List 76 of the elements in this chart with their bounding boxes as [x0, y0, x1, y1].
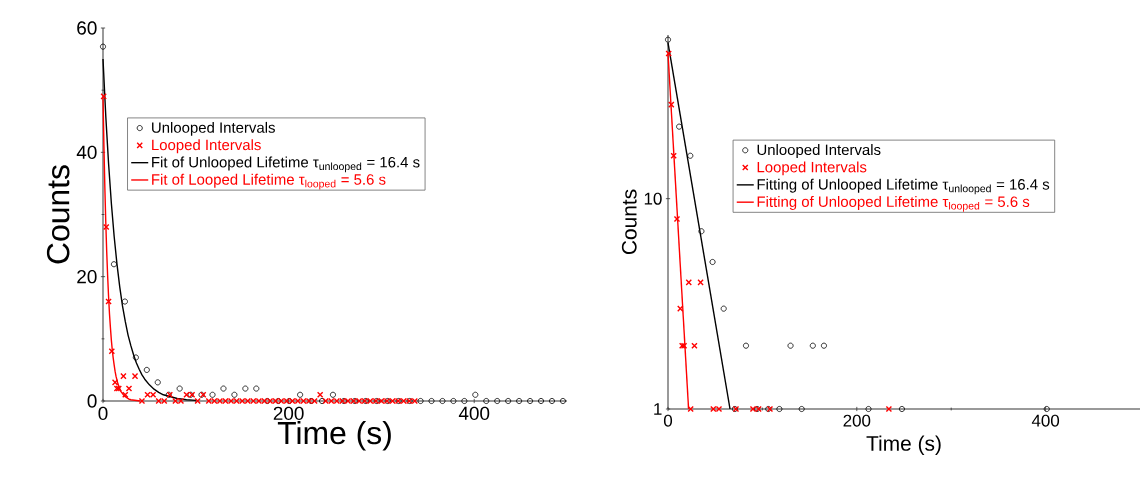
legend-label: Fitting of Unlooped Lifetime τ$_{unlooped}$ = 16.4 s	[757, 178, 1050, 195]
point	[143, 366, 150, 373]
point	[1043, 406, 1050, 412]
point	[450, 398, 457, 404]
point	[132, 354, 139, 361]
point	[319, 398, 325, 404]
x-axis-title: Time (s)	[277, 420, 391, 451]
x-tick-label: 200	[843, 414, 871, 427]
point	[809, 342, 816, 349]
point	[798, 406, 805, 412]
y-tick-label: 0	[87, 394, 97, 408]
point	[559, 398, 566, 404]
point	[428, 398, 435, 404]
legend-label: Looped Intervals	[757, 161, 867, 176]
point	[417, 398, 424, 404]
point	[121, 298, 128, 305]
point	[668, 101, 675, 108]
point	[494, 398, 501, 404]
legend-label: Unlooped Intervals	[152, 121, 275, 136]
point	[176, 385, 183, 392]
point	[527, 398, 534, 404]
point	[665, 36, 671, 43]
point	[231, 391, 238, 398]
point	[673, 215, 681, 223]
point	[820, 342, 827, 349]
x-axis-title: Time (s)	[866, 435, 941, 455]
legend-label: Fit of Looped Lifetime τ$_{looped}$ = 5.6 s	[152, 173, 386, 190]
legend-label: Unlooped Intervals	[757, 144, 881, 159]
y-tick-label: 1	[654, 403, 662, 415]
point	[516, 398, 523, 404]
point	[110, 261, 117, 268]
x-tick-label: 400	[1031, 414, 1060, 427]
point	[439, 398, 446, 404]
y-tick-label: 10	[644, 192, 662, 205]
point	[209, 391, 216, 398]
legend-label: Fitting of Unlooped Lifetime τ$_{looped}$ = 5.6 s	[757, 196, 1030, 212]
point	[685, 279, 693, 286]
point	[691, 342, 698, 349]
y-axis-title: Counts	[46, 165, 70, 264]
x-tick-label: 0	[98, 406, 108, 421]
point	[538, 398, 545, 404]
point	[253, 385, 260, 392]
y-tick-label: 40	[76, 145, 97, 160]
y-tick-label: 20	[77, 269, 97, 284]
point	[865, 406, 872, 412]
point	[461, 398, 468, 404]
point	[787, 342, 794, 349]
x-tick-label: 200	[273, 406, 304, 421]
point	[776, 406, 783, 412]
point	[242, 385, 249, 392]
point	[548, 398, 555, 404]
point	[698, 228, 705, 235]
legend-label: Fit of Unlooped Lifetime τ$_{unlooped}$ = 16.4 s	[152, 156, 420, 173]
point	[742, 342, 749, 349]
y-tick-label: 60	[77, 21, 97, 35]
point	[154, 379, 161, 386]
legend-label: Looped Intervals	[152, 139, 261, 154]
point	[297, 391, 304, 398]
x-tick-label: 400	[458, 406, 490, 421]
point	[720, 305, 727, 312]
point	[505, 398, 512, 404]
point	[898, 406, 905, 412]
y-axis-title: Counts	[621, 189, 637, 255]
point	[483, 398, 490, 404]
point	[220, 385, 227, 392]
x-tick-label: 0	[663, 414, 673, 427]
point	[697, 279, 704, 286]
point	[100, 43, 106, 50]
point	[670, 152, 677, 159]
point	[687, 152, 694, 159]
point	[885, 405, 893, 413]
point	[676, 123, 683, 130]
point	[709, 258, 716, 265]
point	[472, 391, 479, 398]
point	[677, 305, 684, 312]
point	[329, 391, 336, 398]
